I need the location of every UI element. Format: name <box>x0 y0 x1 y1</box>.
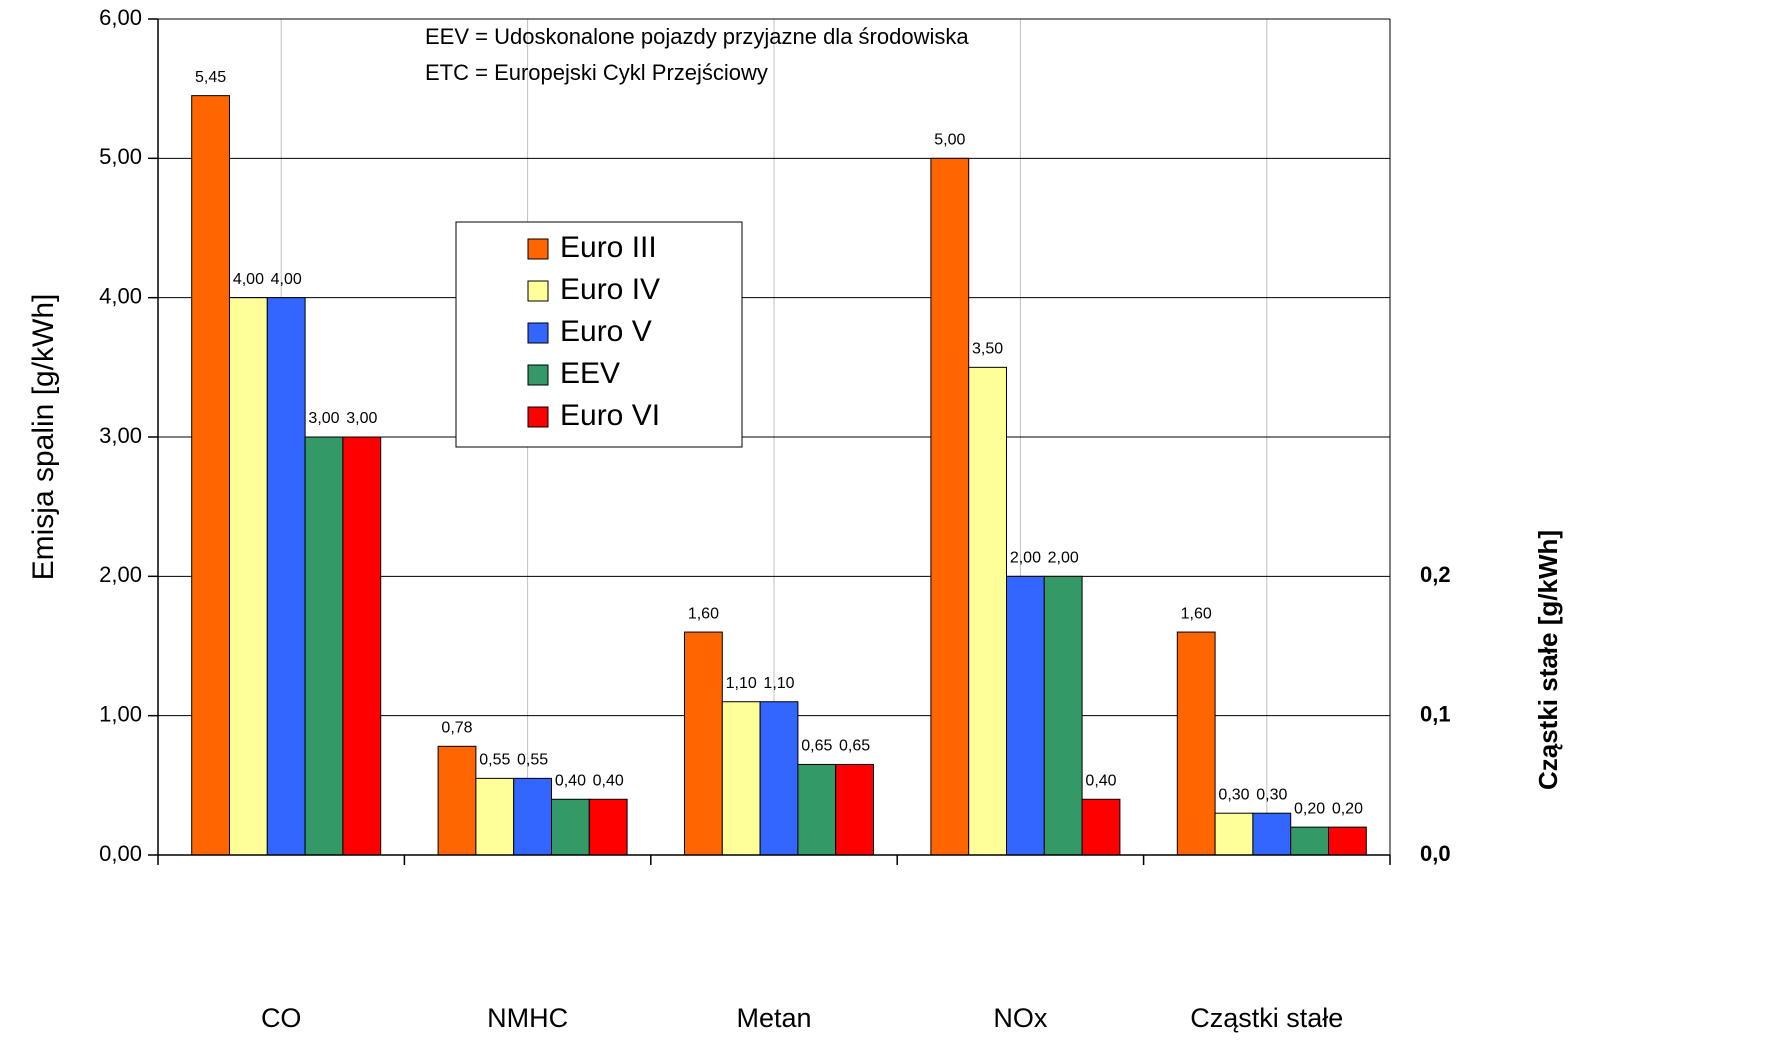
bar <box>759 701 799 856</box>
y2-tick-label: 0,1 <box>1420 701 1451 726</box>
value-label: 1,10 <box>763 675 794 692</box>
bar <box>342 436 382 856</box>
bar <box>475 777 515 856</box>
bar <box>1328 826 1367 856</box>
value-label: 0,40 <box>555 772 586 789</box>
value-label: 0,30 <box>1218 786 1249 803</box>
y2-tick-label: 0,0 <box>1420 841 1451 866</box>
bar <box>1176 631 1216 856</box>
value-label: 4,00 <box>271 271 302 288</box>
y-axis-title: Emisja spalin [g/kWh] <box>27 294 60 581</box>
value-label: 0,55 <box>479 752 510 769</box>
annotation: ETC = Europejski Cykl Przejściowy <box>425 60 768 85</box>
bar <box>266 297 306 856</box>
bar <box>551 798 590 856</box>
bar <box>1043 575 1083 856</box>
y2-axis-title: Cząstki stałe [g/kWh] <box>1533 530 1563 790</box>
y-tick-label: 4,00 <box>99 283 142 308</box>
bar <box>684 631 723 856</box>
bar <box>797 763 837 856</box>
value-label: 5,45 <box>195 69 226 86</box>
value-label: 2,00 <box>1048 550 1079 567</box>
x-tick-label: NOx <box>993 1003 1048 1033</box>
bar <box>229 297 268 856</box>
value-label: 1,60 <box>1181 605 1212 622</box>
x-tick-label: Cząstki stałe <box>1190 1003 1343 1033</box>
legend-swatch <box>527 322 549 344</box>
legend-box <box>455 221 743 448</box>
legend-swatch <box>527 280 549 302</box>
bar <box>1081 798 1121 856</box>
value-label: 1,60 <box>688 605 719 622</box>
x-tick-label: CO <box>261 1003 302 1033</box>
y-tick-label: 3,00 <box>99 423 142 448</box>
bar <box>721 701 761 856</box>
y-tick-label: 2,00 <box>99 562 142 587</box>
bar <box>835 763 875 856</box>
legend-swatch <box>527 364 549 386</box>
value-label: 0,30 <box>1256 786 1287 803</box>
legend-label: Euro III <box>560 231 657 264</box>
legend-swatch <box>527 406 549 428</box>
value-label: 5,00 <box>934 132 965 149</box>
value-label: 0,40 <box>1085 772 1116 789</box>
annotation: EEV = Udoskonalone pojazdy przyjazne dla… <box>425 24 969 49</box>
legend-label: Euro VI <box>560 399 660 432</box>
bar <box>930 157 970 856</box>
value-label: 0,65 <box>801 738 832 755</box>
bar <box>1006 575 1045 856</box>
value-label: 0,78 <box>441 720 472 737</box>
value-label: 3,00 <box>346 410 377 427</box>
value-label: 0,40 <box>593 772 624 789</box>
value-label: 3,50 <box>972 341 1003 358</box>
value-label: 3,00 <box>308 410 339 427</box>
legend-label: Euro IV <box>560 273 660 306</box>
y-tick-label: 1,00 <box>99 701 142 726</box>
bar <box>968 366 1008 856</box>
legend-label: Euro V <box>560 315 652 348</box>
y-tick-label: 0,00 <box>99 841 142 866</box>
legend-label: EEV <box>560 357 620 390</box>
legend-swatch <box>527 238 549 260</box>
bar <box>437 745 477 856</box>
value-label: 0,20 <box>1294 800 1325 817</box>
value-label: 0,20 <box>1332 800 1363 817</box>
y2-tick-label: 0,2 <box>1420 562 1451 587</box>
value-label: 0,65 <box>839 738 870 755</box>
bar <box>1252 812 1292 856</box>
y-tick-label: 5,00 <box>99 144 142 169</box>
bar <box>191 95 230 856</box>
y-tick-label: 6,00 <box>99 5 142 30</box>
value-label: 0,55 <box>517 752 548 769</box>
value-label: 4,00 <box>233 271 264 288</box>
value-label: 2,00 <box>1010 550 1041 567</box>
x-tick-label: NMHC <box>487 1003 568 1033</box>
x-tick-label: Metan <box>736 1003 811 1033</box>
bar <box>588 798 628 856</box>
bar <box>513 777 553 856</box>
bar <box>304 436 344 856</box>
value-label: 1,10 <box>726 675 757 692</box>
bar <box>1290 826 1329 856</box>
bar <box>1214 812 1254 856</box>
